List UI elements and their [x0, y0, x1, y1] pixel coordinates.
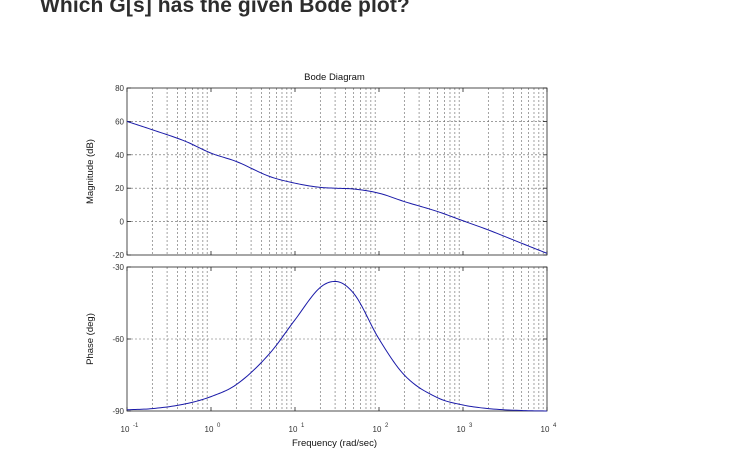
x-tick-label: 10 [289, 425, 298, 434]
plot-area [127, 88, 547, 255]
y-axis-title: Magnitude (dB) [85, 139, 96, 204]
x-tick-exponent: 2 [385, 423, 389, 429]
plot-frame [126, 87, 548, 256]
x-tick-exponent: -1 [133, 423, 139, 429]
x-tick-label: 10 [121, 425, 130, 434]
x-tick-exponent: 3 [469, 423, 473, 429]
chart-title: Bode Diagram [304, 72, 365, 83]
y-tick-label: -30 [112, 263, 124, 272]
x-tick-exponent: 4 [553, 423, 557, 429]
y-tick-label: -60 [112, 335, 124, 344]
y-tick-label: 20 [115, 184, 124, 193]
x-tick-label: 10 [205, 425, 214, 434]
x-axis-title: Frequency (rad/sec) [292, 438, 377, 449]
question-heading: Which G[s] has the given Bode plot? [40, 0, 410, 17]
y-tick-label: 40 [115, 151, 124, 160]
x-tick-label: 10 [373, 425, 382, 434]
magnitude-plot: 80 60 40 20 0 -20 Magnitude (dB) [85, 84, 548, 260]
magnitude-curve [126, 120, 548, 254]
x-tick-label: 10 [457, 425, 466, 434]
y-tick-label: -20 [112, 251, 124, 260]
y-tick-label: 0 [120, 218, 125, 227]
y-tick-label: -90 [112, 407, 124, 416]
x-tick-exponent: 1 [301, 423, 305, 429]
y-tick-label: 60 [115, 117, 124, 126]
y-axis-title: Phase (deg) [85, 313, 96, 365]
phase-plot: -30 -60 -90 Phase (deg) [85, 263, 548, 416]
x-tick-exponent: 0 [217, 423, 221, 429]
y-tick-label: 80 [115, 84, 124, 93]
frequency-axis: 10 -1 10 0 10 1 10 2 10 3 10 4 [121, 423, 557, 434]
phase-curve [126, 280, 548, 412]
x-tick-label: 10 [541, 425, 550, 434]
